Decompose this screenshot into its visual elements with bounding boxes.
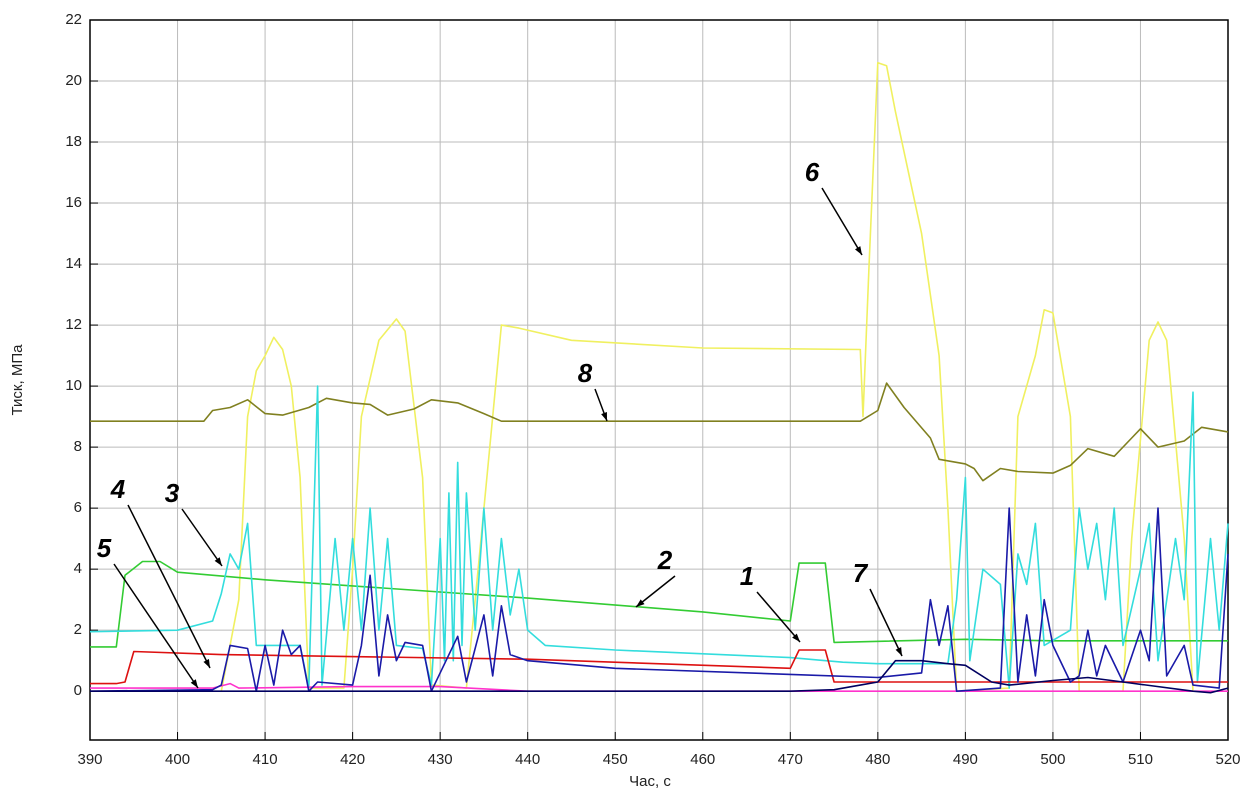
arrow-head xyxy=(855,246,862,255)
arrow-head xyxy=(636,599,645,607)
plot-frame xyxy=(89,19,1229,741)
plot-area xyxy=(90,20,1228,740)
y-tick-label: 22 xyxy=(65,11,82,28)
series-label: 5 xyxy=(97,533,112,563)
x-tick-label: 440 xyxy=(515,751,540,768)
arrow-head xyxy=(190,679,198,688)
arrow-head xyxy=(601,412,607,421)
y-tick-label: 16 xyxy=(65,194,82,211)
series-line xyxy=(90,649,1228,685)
series-label: 1 xyxy=(740,561,754,591)
x-tick-label: 480 xyxy=(865,751,890,768)
arrow-head xyxy=(792,633,800,642)
series-line xyxy=(89,507,1229,692)
x-tick-label: 470 xyxy=(778,751,803,768)
arrow-head xyxy=(203,659,210,668)
y-tick-label: 14 xyxy=(65,255,82,272)
y-tick-label: 2 xyxy=(74,621,82,638)
x-tick-label: 390 xyxy=(77,751,102,768)
arrow-head xyxy=(214,557,222,566)
series-line xyxy=(220,61,1194,692)
series-line xyxy=(90,659,1229,694)
y-tick-label: 10 xyxy=(65,377,82,394)
x-axis-label: Час, с xyxy=(629,773,671,790)
y-tick-label: 20 xyxy=(65,72,82,89)
series-line xyxy=(90,560,1228,648)
x-tick-label: 430 xyxy=(428,751,453,768)
series-label: 7 xyxy=(853,558,869,588)
x-tick-label: 510 xyxy=(1128,751,1153,768)
annotation-arrow xyxy=(113,563,199,689)
series-line xyxy=(90,382,1229,482)
annotation-arrow xyxy=(756,591,801,643)
annotation-arrow xyxy=(869,588,903,657)
annotation-arrow xyxy=(181,508,223,567)
x-tick-label: 460 xyxy=(690,751,715,768)
series-label: 8 xyxy=(578,358,593,388)
series-label: 4 xyxy=(110,474,126,504)
x-tick-label: 490 xyxy=(953,751,978,768)
series-label: 2 xyxy=(657,545,673,575)
series-line xyxy=(89,385,1229,689)
series-label: 3 xyxy=(165,478,180,508)
y-tick-label: 8 xyxy=(74,438,82,455)
y-tick-label: 4 xyxy=(74,560,82,577)
y-tick-label: 0 xyxy=(74,682,82,699)
x-tick-label: 520 xyxy=(1215,751,1240,768)
arrow-head xyxy=(895,647,902,656)
x-tick-label: 500 xyxy=(1040,751,1065,768)
x-tick-label: 410 xyxy=(253,751,278,768)
series-label: 6 xyxy=(805,157,820,187)
y-tick-label: 18 xyxy=(65,133,82,150)
annotation-arrow xyxy=(127,504,211,669)
x-tick-label: 450 xyxy=(603,751,628,768)
y-tick-label: 12 xyxy=(65,316,82,333)
annotation-arrow xyxy=(821,187,863,256)
x-tick-label: 400 xyxy=(165,751,190,768)
y-tick-label: 6 xyxy=(74,499,82,516)
y-axis-label: Тиск, МПа xyxy=(9,344,26,416)
x-tick-label: 420 xyxy=(340,751,365,768)
